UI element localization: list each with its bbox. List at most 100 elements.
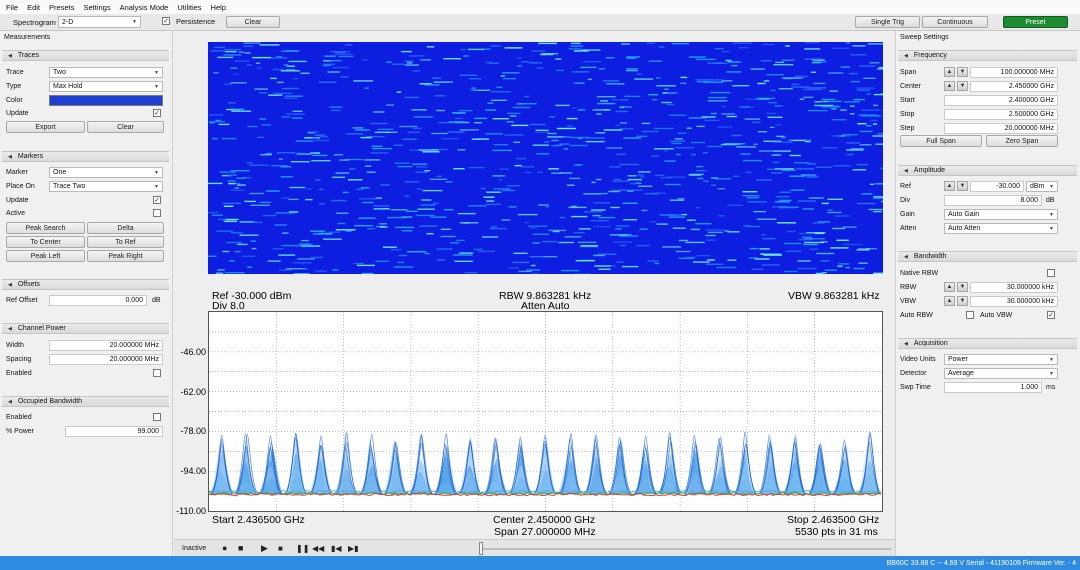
amplitude-section-header[interactable]: ◀ Amplitude	[898, 165, 1077, 176]
ref-level-field[interactable]: -30.000	[970, 181, 1024, 192]
spectrogram-dash	[424, 170, 431, 172]
occupied-bandwidth-section-header[interactable]: ◀ Occupied Bandwidth	[2, 396, 169, 407]
acquisition-section-header[interactable]: ◀ Acquisition	[898, 338, 1077, 349]
to-center-button[interactable]: To Center	[6, 236, 85, 248]
width-field[interactable]: 20.000000 MHz	[49, 340, 163, 351]
spacing-field[interactable]: 20.000000 MHz	[49, 354, 163, 365]
center-up-icon[interactable]: ▲	[944, 81, 955, 91]
menu-file[interactable]: File	[6, 2, 19, 12]
vbw-down-icon[interactable]: ▼	[957, 296, 968, 306]
offsets-section-header[interactable]: ◀ Offsets	[2, 279, 169, 290]
full-span-button[interactable]: Full Span	[900, 135, 982, 147]
span-field[interactable]: 100.000000 MHz	[970, 67, 1058, 78]
marker-select[interactable]: One ▼	[49, 167, 163, 178]
vbw-field[interactable]: 30.000000 kHz	[970, 296, 1058, 307]
span-down-icon[interactable]: ▼	[957, 67, 968, 77]
center-field[interactable]: 2.450000 GHz	[970, 81, 1058, 92]
div-field[interactable]: 8.000	[944, 195, 1042, 206]
export-button[interactable]: Export	[6, 121, 85, 133]
markers-section-header[interactable]: ◀ Markers	[2, 151, 169, 162]
channel-power-enabled-checkbox[interactable]	[153, 369, 161, 377]
trace-clear-button[interactable]: Clear	[87, 121, 164, 133]
menu-presets[interactable]: Presets	[49, 2, 75, 12]
spectrogram-dash	[707, 96, 727, 99]
spectrogram-dash	[360, 136, 373, 139]
rbw-down-icon[interactable]: ▼	[957, 282, 968, 292]
bandwidth-section-header[interactable]: ◀ Bandwidth	[898, 251, 1077, 262]
menu-edit[interactable]: Edit	[27, 2, 41, 12]
ref-down-icon[interactable]: ▼	[957, 181, 968, 191]
delta-button[interactable]: Delta	[87, 222, 164, 234]
continuous-button[interactable]: Continuous	[922, 16, 988, 28]
trace-select[interactable]: Two ▼	[49, 67, 163, 78]
center-down-icon[interactable]: ▼	[957, 81, 968, 91]
trace-color-swatch[interactable]	[49, 95, 163, 106]
mode-select[interactable]: 2-D ▼	[58, 16, 141, 28]
ref-offset-field[interactable]: 0.000	[49, 295, 147, 306]
spectrogram-dash	[547, 132, 557, 135]
marker-update-checkbox[interactable]: ✓	[153, 196, 161, 204]
spectrogram-dash	[654, 174, 665, 177]
playback-slider-track[interactable]	[481, 548, 891, 550]
spectrogram-dash	[224, 50, 237, 53]
spectrogram-dash	[524, 95, 530, 98]
gain-select[interactable]: Auto Gain ▼	[944, 209, 1058, 220]
type-select[interactable]: Max Hold ▼	[49, 81, 163, 92]
atten-select[interactable]: Auto Atten ▼	[944, 223, 1058, 234]
frequency-section-header[interactable]: ◀ Frequency	[898, 50, 1077, 61]
rbw-field[interactable]: 30.000000 kHz	[970, 282, 1058, 293]
start-field[interactable]: 2.400000 GHz	[944, 95, 1058, 106]
step-field[interactable]: 20.000000 MHz	[944, 123, 1058, 134]
place-on-select[interactable]: Trace Two ▼	[49, 181, 163, 192]
peak-right-button[interactable]: Peak Right	[87, 250, 164, 262]
peak-search-button[interactable]: Peak Search	[6, 222, 85, 234]
stop-icon[interactable]: ■	[238, 543, 244, 553]
playback-slider-handle[interactable]	[479, 542, 483, 555]
stop-field[interactable]: 2.500000 GHz	[944, 109, 1058, 120]
spectrogram-dash	[626, 69, 638, 72]
spectrogram-dash	[662, 246, 682, 248]
span-up-icon[interactable]: ▲	[944, 67, 955, 77]
marker-active-checkbox[interactable]	[153, 209, 161, 217]
play-icon[interactable]: ▶	[261, 543, 268, 553]
skip-back-icon[interactable]: ▮◀	[331, 544, 342, 553]
spectrogram-dash	[319, 136, 329, 138]
traces-section-header[interactable]: ◀ Traces	[2, 50, 169, 61]
zero-span-button[interactable]: Zero Span	[986, 135, 1058, 147]
spectrogram-dash	[504, 134, 524, 136]
peak-left-button[interactable]: Peak Left	[6, 250, 85, 262]
detector-select[interactable]: Average ▼	[944, 368, 1058, 379]
occupied-bw-enabled-checkbox[interactable]	[153, 413, 161, 421]
trace-peak-outline	[833, 439, 856, 494]
channel-power-section-header[interactable]: ◀ Channel Power	[2, 323, 169, 334]
spectrogram-dash	[875, 183, 883, 185]
skip-forward-icon[interactable]: ▶▮	[348, 544, 359, 553]
persistence-checkbox[interactable]: ✓	[162, 17, 170, 25]
auto-vbw-checkbox[interactable]: ✓	[1047, 311, 1055, 319]
rbw-up-icon[interactable]: ▲	[944, 282, 955, 292]
ref-unit-select[interactable]: dBm ▼	[1026, 181, 1058, 192]
menu-analysis-mode[interactable]: Analysis Mode	[119, 2, 169, 12]
menu-settings[interactable]: Settings	[83, 2, 111, 12]
sweep-time-field[interactable]: 1.000	[944, 382, 1042, 393]
ref-up-icon[interactable]: ▲	[944, 181, 955, 191]
menu-utilities[interactable]: Utilities	[177, 2, 202, 12]
vbw-up-icon[interactable]: ▲	[944, 296, 955, 306]
spectrogram-dash	[616, 261, 624, 263]
rewind-icon[interactable]: ◀◀	[312, 544, 325, 553]
power-percent-field[interactable]: 99.000	[65, 426, 163, 437]
spectrogram-dash	[460, 48, 466, 51]
toolbar-clear-button[interactable]: Clear	[226, 16, 280, 28]
to-ref-button[interactable]: To Ref	[87, 236, 164, 248]
trace-update-checkbox[interactable]: ✓	[153, 109, 161, 117]
stop-small-icon[interactable]: ■	[278, 544, 283, 553]
record-icon[interactable]: ●	[222, 543, 228, 553]
video-units-select[interactable]: Power ▼	[944, 354, 1058, 365]
pause-icon[interactable]: ❚❚	[296, 544, 310, 553]
menu-help[interactable]: Help	[210, 2, 226, 12]
spectrum-graph[interactable]	[208, 311, 883, 512]
auto-rbw-checkbox[interactable]	[966, 311, 974, 319]
single-trig-button[interactable]: Single Trig	[855, 16, 920, 28]
preset-button[interactable]: Preset	[1003, 16, 1068, 28]
native-rbw-checkbox[interactable]	[1047, 269, 1055, 277]
